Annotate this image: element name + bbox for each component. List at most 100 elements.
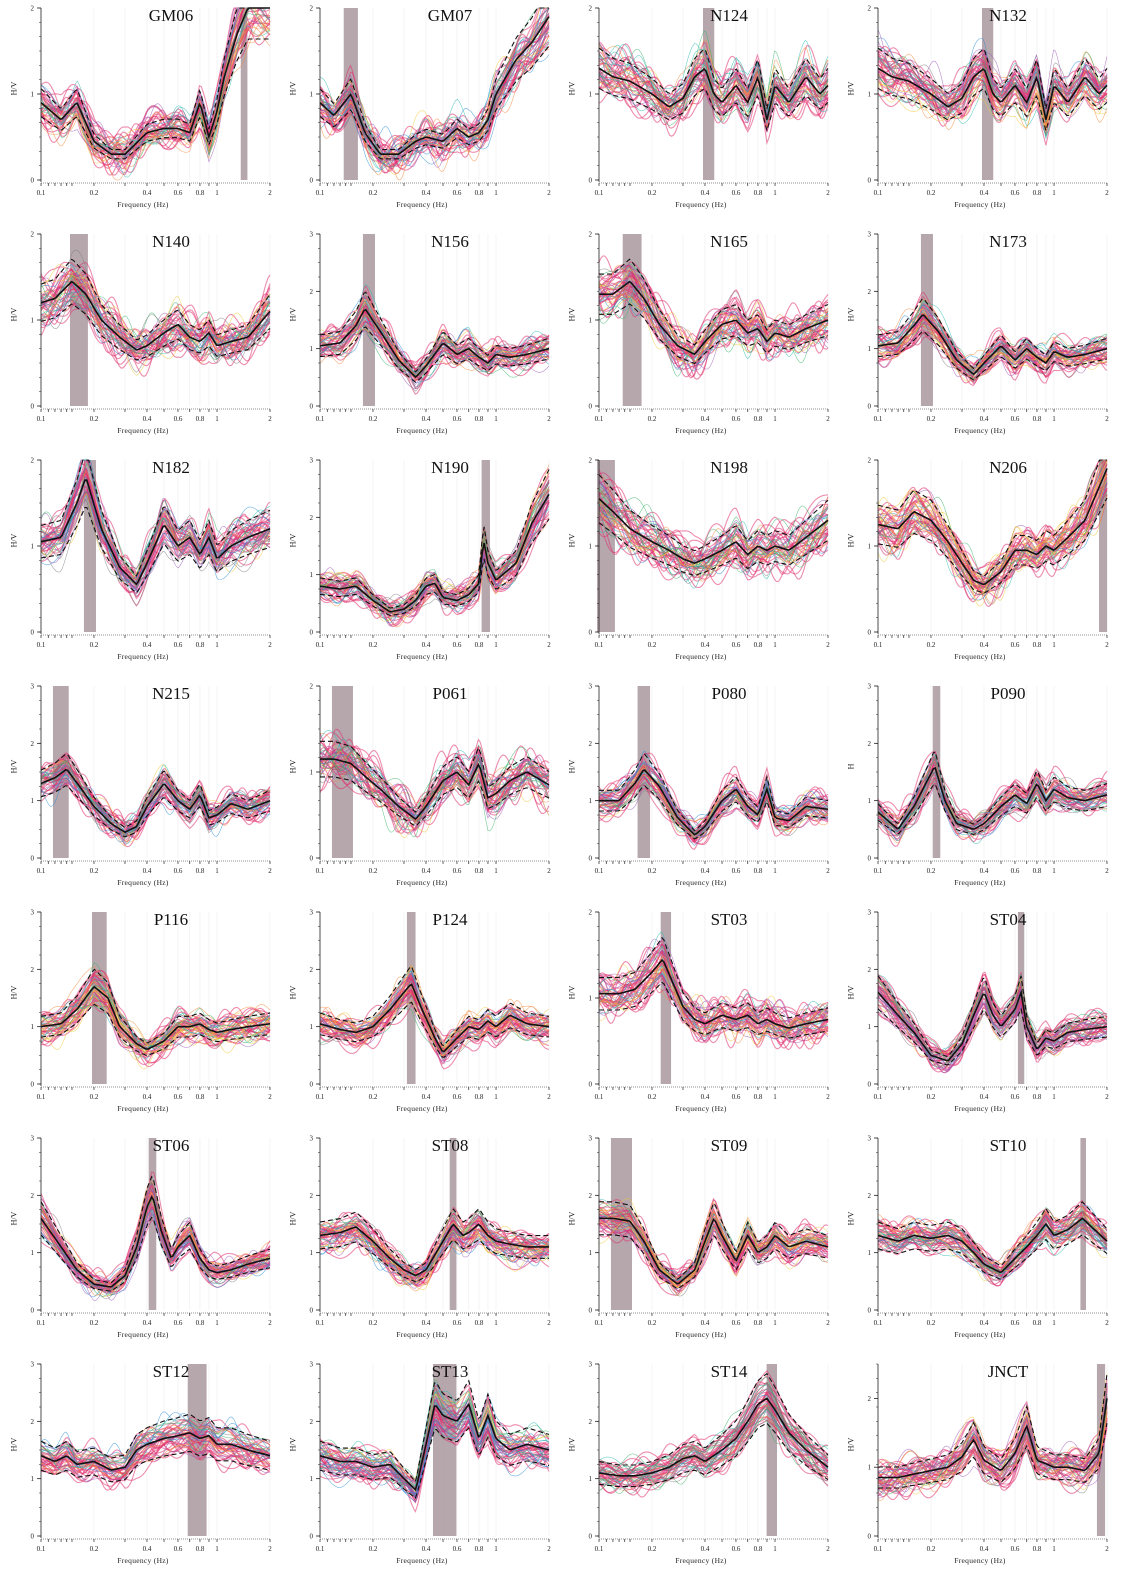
y-axis-label: H/V (9, 307, 19, 322)
x-axis-label: Frequency (Hz) (117, 1104, 169, 1113)
x-tick-label: 0.8 (754, 415, 763, 423)
panel-title: P116 (153, 910, 189, 929)
hv-panel-p080: 0 1 2 3 0.1 0.2 0.4 0.6 0.8 1 2 P080 H/V Frequency (H… (566, 678, 836, 900)
std-lower-curve (878, 1423, 1108, 1489)
window-curve (877, 51, 1108, 122)
window-curve (598, 51, 829, 119)
panel-title: N206 (989, 458, 1027, 477)
x-tick-label: 1 (773, 1545, 777, 1553)
window-curve (319, 490, 550, 626)
y-tick-label: 1 (31, 317, 35, 325)
y-tick-label: 3 (589, 1361, 593, 1369)
window-curve (40, 1431, 271, 1478)
y-axis-label: H/V (567, 1211, 577, 1226)
y-tick-label: 2 (589, 909, 593, 917)
window-curve (877, 56, 1108, 116)
window-curve (40, 27, 271, 167)
mean-hv-curve (40, 280, 271, 351)
x-tick-label: 0.8 (754, 867, 763, 875)
x-tick-label: 2 (826, 189, 830, 197)
window-curve (319, 328, 550, 381)
std-lower-curve (319, 45, 550, 160)
hv-plot: 0 1 2 0.1 0.2 0.4 0.6 0.8 1 2 (31, 231, 273, 424)
y-tick-label: 0 (589, 1081, 593, 1089)
y-tick-label: 2 (589, 457, 593, 465)
hv-plot: 0 1 2 3 0.1 0.2 0.4 0.6 0.8 1 2 (868, 231, 1110, 424)
y-axis-label: H/V (846, 1437, 856, 1452)
std-upper-curve (319, 1208, 549, 1270)
window-curve (598, 77, 829, 125)
window-curve (598, 68, 829, 133)
window-curves (319, 464, 550, 628)
x-tick-label: 0.8 (754, 1545, 763, 1553)
x-tick-label: 0.2 (927, 189, 936, 197)
y-tick-label: 2 (868, 966, 872, 974)
y-tick-label: 0 (589, 855, 593, 863)
x-tick-label: 1 (215, 1093, 219, 1101)
window-curve (40, 19, 271, 160)
x-tick-label: 2 (547, 1319, 551, 1327)
y-tick-label: 1 (310, 1023, 314, 1031)
x-tick-label: 1 (215, 1319, 219, 1327)
x-tick-label: 0.4 (701, 1093, 710, 1101)
window-curve (598, 268, 829, 343)
y-tick-label: 2 (310, 1192, 314, 1200)
y-axis-label: H/V (288, 307, 298, 322)
y-tick-label: 3 (31, 683, 35, 691)
hv-panel-p090: 0 1 2 3 0.1 0.2 0.4 0.6 0.8 1 2 P090 H Frequency (Hz) (845, 678, 1115, 900)
hv-plot: 0 1 2 3 0.1 0.2 0.4 0.6 0.8 1 2 (868, 683, 1110, 876)
x-tick-label: 2 (268, 189, 272, 197)
mean-hv-curve (40, 1195, 271, 1288)
x-axis-label: Frequency (Hz) (396, 878, 448, 887)
y-tick-label: 3 (310, 457, 314, 465)
std-lower-curve (40, 785, 271, 838)
window-curve (598, 1370, 829, 1481)
std-lower-curve (598, 1422, 829, 1488)
x-tick-label: 0.4 (422, 641, 431, 649)
y-tick-label: 0 (310, 629, 314, 637)
x-tick-label: 0.8 (196, 1093, 205, 1101)
hv-panel-p061: 0 1 2 0.1 0.2 0.4 0.6 0.8 1 2 P061 H/V Frequency (Hz… (287, 678, 557, 900)
window-curve (40, 996, 271, 1047)
y-axis-label: H/V (288, 81, 298, 96)
window-curve (598, 973, 829, 1040)
x-tick-label: 1 (215, 867, 219, 875)
x-tick-label: 0.6 (174, 1319, 183, 1327)
x-tick-label: 0.2 (369, 1545, 378, 1553)
window-curve (877, 479, 1108, 589)
y-tick-label: 0 (31, 629, 35, 637)
hv-plot: 0 1 2 0.1 0.2 0.4 0.6 0.8 1 2 (589, 457, 831, 650)
window-curve (319, 1228, 550, 1276)
window-curve (598, 1407, 829, 1488)
window-curve (877, 1210, 1108, 1269)
y-axis-label: H/V (9, 1437, 19, 1452)
hv-panel-st03: 0 1 2 0.1 0.2 0.4 0.6 0.8 1 2 ST03 H/V Frequency (Hz… (566, 904, 836, 1126)
window-curve (319, 499, 550, 616)
std-upper-curve (320, 740, 550, 813)
hv-plot: 0 1 2 3 0.1 0.2 0.4 0.6 0.8 1 2 (310, 231, 552, 424)
y-tick-label: 3 (310, 1361, 314, 1369)
window-curve (319, 7, 549, 170)
window-curve (40, 1198, 271, 1293)
std-upper-curve (40, 1175, 271, 1284)
x-axis-label: Frequency (Hz) (117, 1556, 169, 1565)
window-curve (877, 1206, 1108, 1265)
window-curve (40, 1418, 271, 1463)
window-curves (877, 291, 1108, 387)
window-curve (877, 317, 1108, 378)
x-axis-label: Frequency (Hz) (396, 426, 448, 435)
panel-title: ST09 (710, 1136, 748, 1155)
hv-panel-n165: 0 1 2 0.1 0.2 0.4 0.6 0.8 1 2 N165 H/V Frequency (Hz… (566, 226, 836, 448)
x-tick-label: 0.2 (369, 867, 378, 875)
x-tick-label: 2 (826, 867, 830, 875)
x-tick-label: 0.1 (595, 1545, 604, 1553)
x-tick-label: 0.6 (453, 867, 462, 875)
hv-panel-n156: 0 1 2 3 0.1 0.2 0.4 0.6 0.8 1 2 N156 H/V Frequency (H… (287, 226, 557, 448)
hv-plot: 0 1 2 3 0.1 0.2 0.4 0.6 0.8 1 2 (589, 1361, 831, 1554)
window-curve (598, 1409, 829, 1490)
panel-title: N140 (152, 232, 190, 251)
x-tick-label: 0.6 (732, 1093, 741, 1101)
y-tick-label: 2 (868, 740, 872, 748)
y-tick-label: 2 (31, 5, 35, 13)
y-tick-label: 0 (868, 855, 872, 863)
